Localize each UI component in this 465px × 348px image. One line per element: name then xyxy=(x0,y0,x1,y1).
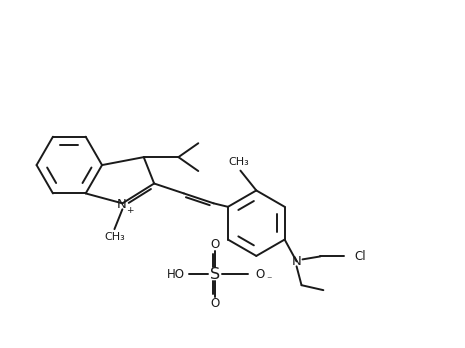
Text: +: + xyxy=(126,206,134,215)
Text: O: O xyxy=(211,298,220,310)
Text: N: N xyxy=(117,198,126,211)
Text: Cl: Cl xyxy=(354,250,366,263)
Text: N: N xyxy=(292,255,301,268)
Text: O: O xyxy=(255,268,265,281)
Text: CH₃: CH₃ xyxy=(104,232,125,242)
Text: HO: HO xyxy=(166,268,185,281)
Text: ⁻: ⁻ xyxy=(266,275,272,285)
Text: CH₃: CH₃ xyxy=(228,157,249,167)
Text: S: S xyxy=(210,267,220,282)
Text: O: O xyxy=(211,238,220,251)
